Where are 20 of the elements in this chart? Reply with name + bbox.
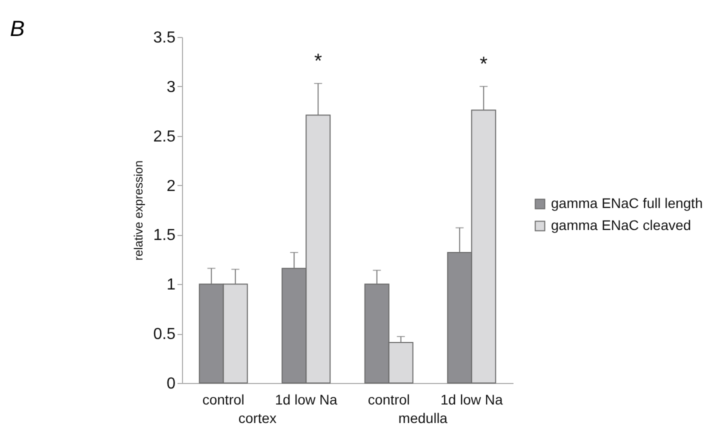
y-tick-label: 1 [166, 276, 176, 294]
y-tick-label: 3 [166, 78, 176, 96]
y-tick-label: 2.5 [153, 128, 176, 146]
text: B [10, 16, 25, 42]
y-tick-label: 0 [166, 376, 176, 392]
x-tick-label: control [368, 392, 410, 408]
legend-label: gamma ENaC cleaved [551, 217, 692, 233]
x-tick-label: control [202, 392, 244, 408]
annotation: * [480, 53, 488, 76]
legend-label: gamma ENaC full length [551, 195, 703, 211]
y-tick-label: 3.5 [153, 30, 176, 46]
y-tick-label: 1.5 [153, 227, 176, 244]
y-axis-title: relative expression [131, 160, 146, 261]
y-tick-label: 0.5 [153, 326, 176, 344]
x-tick-label: 1d low Na [440, 392, 503, 408]
text: cortex [238, 410, 277, 426]
x-tick-label: 1d low Na [274, 392, 338, 408]
text: medulla [398, 410, 448, 426]
y-tick-label: 2 [166, 178, 176, 195]
annotation: * [314, 50, 322, 72]
